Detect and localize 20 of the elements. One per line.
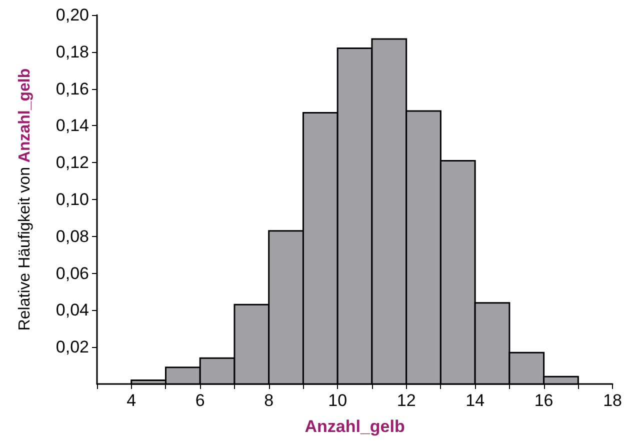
y-tick-label: 0,08 bbox=[56, 226, 89, 246]
y-tick-label: 0,12 bbox=[56, 153, 89, 172]
y-tick-label: 0,14 bbox=[56, 116, 89, 136]
x-tick-label: 8 bbox=[264, 391, 274, 410]
x-tick-label: 10 bbox=[328, 391, 348, 410]
x-tick-label: 18 bbox=[603, 391, 622, 410]
y-tick-label: 0,04 bbox=[56, 300, 89, 320]
x-tick-label: 16 bbox=[534, 391, 554, 410]
y-tick-label: 0,02 bbox=[56, 338, 89, 357]
x-tick-label: 6 bbox=[195, 391, 205, 410]
y-tick-label: 0,06 bbox=[56, 264, 89, 283]
x-tick-label: 12 bbox=[396, 391, 416, 410]
y-tick-label: 0,10 bbox=[56, 190, 89, 209]
x-axis-title: Anzahl_gelb bbox=[304, 417, 405, 436]
y-axis-title: Relative Häufigkeit von Anzahl_gelb bbox=[16, 68, 34, 331]
x-tick-label: 14 bbox=[466, 391, 485, 410]
y-tick-label: 0,20 bbox=[56, 6, 89, 24]
y-tick-label: 0,16 bbox=[56, 79, 89, 98]
y-tick-label: 0,18 bbox=[56, 42, 89, 62]
x-tick-label: 4 bbox=[126, 391, 136, 410]
